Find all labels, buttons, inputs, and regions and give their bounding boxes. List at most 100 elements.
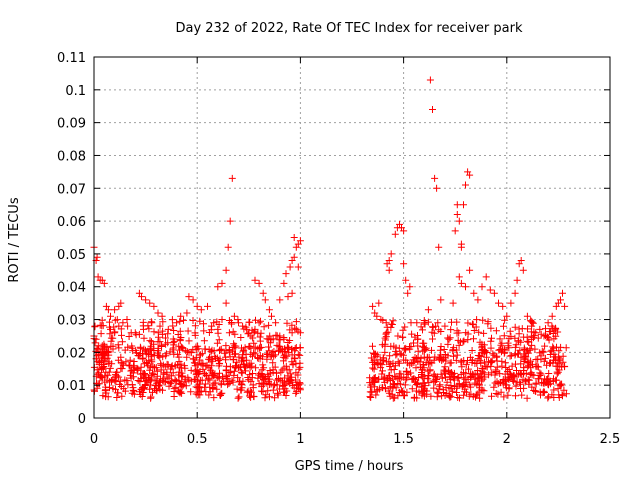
data-point [178, 389, 186, 397]
data-point [400, 356, 408, 364]
data-point [118, 331, 125, 339]
data-point [292, 369, 300, 377]
data-point [530, 332, 538, 340]
data-point [106, 364, 114, 372]
data-point [222, 266, 230, 274]
data-point [282, 270, 290, 278]
data-point [138, 293, 145, 301]
data-point [397, 386, 405, 394]
data-point [231, 364, 239, 372]
data-point [389, 375, 397, 383]
data-point [457, 279, 465, 287]
data-point [406, 345, 414, 353]
data-point [516, 369, 524, 377]
data-point [155, 382, 162, 390]
data-point [192, 371, 200, 379]
data-point [525, 338, 533, 346]
data-point [146, 337, 154, 345]
data-point [374, 360, 382, 368]
data-point [222, 299, 230, 307]
data-point [548, 346, 556, 354]
data-point [93, 253, 101, 261]
data-point [449, 347, 457, 355]
data-point [473, 370, 481, 378]
data-point [381, 378, 389, 386]
data-point [288, 358, 296, 366]
data-point [460, 201, 467, 209]
data-point [491, 371, 499, 379]
data-point [138, 370, 146, 378]
data-point [187, 348, 195, 356]
data-point [546, 359, 554, 367]
data-point [475, 381, 483, 389]
data-point [242, 350, 250, 358]
data-point [367, 354, 375, 362]
x-tick-label: 2.5 [600, 432, 621, 447]
data-point [553, 362, 561, 370]
data-point [191, 322, 199, 330]
data-point [234, 394, 242, 402]
data-point [524, 349, 532, 357]
data-point [472, 391, 480, 399]
data-point [226, 353, 234, 361]
data-point [505, 344, 513, 352]
data-point [150, 371, 158, 378]
data-point [274, 391, 282, 399]
data-point [212, 354, 219, 362]
data-point [219, 373, 226, 381]
data-point [445, 335, 453, 343]
data-point [113, 316, 121, 324]
data-point [386, 352, 394, 360]
data-point [265, 321, 273, 329]
y-tick-label: 0.08 [57, 149, 86, 164]
data-point [403, 374, 411, 382]
data-point [387, 342, 395, 350]
data-point [499, 302, 507, 310]
data-point [118, 338, 126, 346]
data-point [173, 319, 181, 327]
data-point [129, 347, 137, 355]
data-point [444, 352, 452, 360]
data-point [543, 333, 551, 341]
data-point [254, 374, 262, 382]
data-point [206, 376, 214, 384]
data-point [469, 321, 477, 329]
data-point [507, 299, 515, 307]
data-point [388, 321, 396, 328]
data-point [532, 380, 540, 388]
data-point [107, 312, 114, 320]
data-point [296, 351, 304, 359]
data-point [437, 343, 445, 350]
data-point [480, 329, 488, 337]
data-point [91, 322, 99, 330]
data-point [187, 388, 195, 396]
data-point [258, 387, 265, 395]
data-point [540, 332, 548, 340]
data-point [208, 371, 216, 379]
data-point [154, 338, 162, 346]
data-point [366, 393, 374, 401]
data-point [513, 367, 520, 374]
data-point [520, 367, 528, 374]
data-point [230, 312, 238, 320]
data-point [209, 384, 217, 391]
data-point [527, 317, 535, 325]
data-point [424, 375, 432, 383]
data-point [136, 388, 143, 396]
data-point [553, 343, 560, 351]
data-point [174, 350, 182, 358]
data-point [522, 377, 530, 385]
data-point [205, 329, 213, 336]
data-point [512, 341, 520, 349]
data-point [456, 394, 463, 402]
data-point [96, 374, 104, 382]
data-point [429, 323, 436, 331]
data-point [284, 293, 292, 301]
data-point [168, 378, 176, 386]
data-point [487, 362, 495, 370]
data-point [438, 374, 446, 382]
data-point [552, 332, 560, 340]
data-point [123, 377, 131, 385]
data-point [97, 330, 105, 338]
data-point [225, 329, 233, 337]
